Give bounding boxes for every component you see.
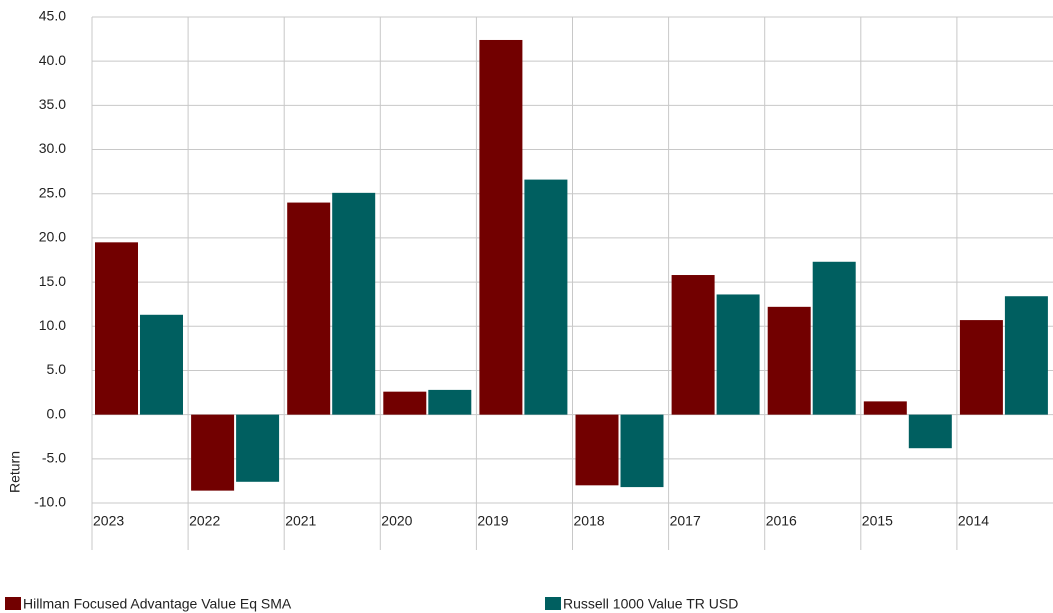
x-tick-label: 2014 — [958, 513, 989, 529]
y-tick-label: 30.0 — [39, 140, 66, 156]
bar — [140, 314, 183, 415]
y-tick-label: 25.0 — [39, 184, 66, 200]
bar — [383, 391, 427, 415]
bar — [287, 202, 331, 415]
x-tick-label: 2021 — [285, 513, 316, 529]
bar — [95, 242, 138, 415]
bar — [767, 306, 811, 415]
bar — [1004, 296, 1048, 415]
x-tick-label: 2019 — [477, 513, 508, 529]
x-tick-label: 2020 — [381, 513, 412, 529]
x-tick-label: 2017 — [670, 513, 701, 529]
y-tick-label: 0.0 — [47, 405, 67, 421]
y-tick-label: 15.0 — [39, 273, 66, 289]
y-tick-label: -5.0 — [42, 450, 66, 466]
bar — [524, 179, 568, 415]
bar — [671, 275, 715, 415]
x-tick-label: 2023 — [93, 513, 124, 529]
legend-swatch — [5, 597, 21, 610]
bar — [959, 320, 1003, 415]
legend-swatch — [545, 597, 561, 610]
bar — [479, 39, 523, 415]
y-axis-label: Return — [7, 451, 23, 493]
legend-label: Russell 1000 Value TR USD — [563, 596, 738, 612]
x-tick-label: 2015 — [862, 513, 893, 529]
bar — [812, 261, 856, 415]
y-tick-label: 20.0 — [39, 229, 66, 245]
bar — [716, 294, 760, 415]
bar — [575, 414, 619, 486]
bar — [332, 192, 376, 415]
y-tick-label: 5.0 — [47, 361, 67, 377]
y-tick-label: 40.0 — [39, 52, 66, 68]
bar — [908, 414, 952, 449]
bar — [191, 414, 235, 491]
x-tick-label: 2018 — [574, 513, 605, 529]
y-tick-label: 45.0 — [39, 8, 66, 24]
y-tick-label: 35.0 — [39, 96, 66, 112]
bar — [620, 414, 664, 488]
bar — [236, 414, 280, 482]
y-tick-label: -10.0 — [34, 494, 66, 510]
bar — [863, 401, 907, 415]
x-tick-label: 2016 — [766, 513, 797, 529]
x-tick-label: 2022 — [189, 513, 220, 529]
bar — [428, 389, 472, 415]
legend-label: Hillman Focused Advantage Value Eq SMA — [23, 596, 292, 612]
y-tick-label: 10.0 — [39, 317, 66, 333]
